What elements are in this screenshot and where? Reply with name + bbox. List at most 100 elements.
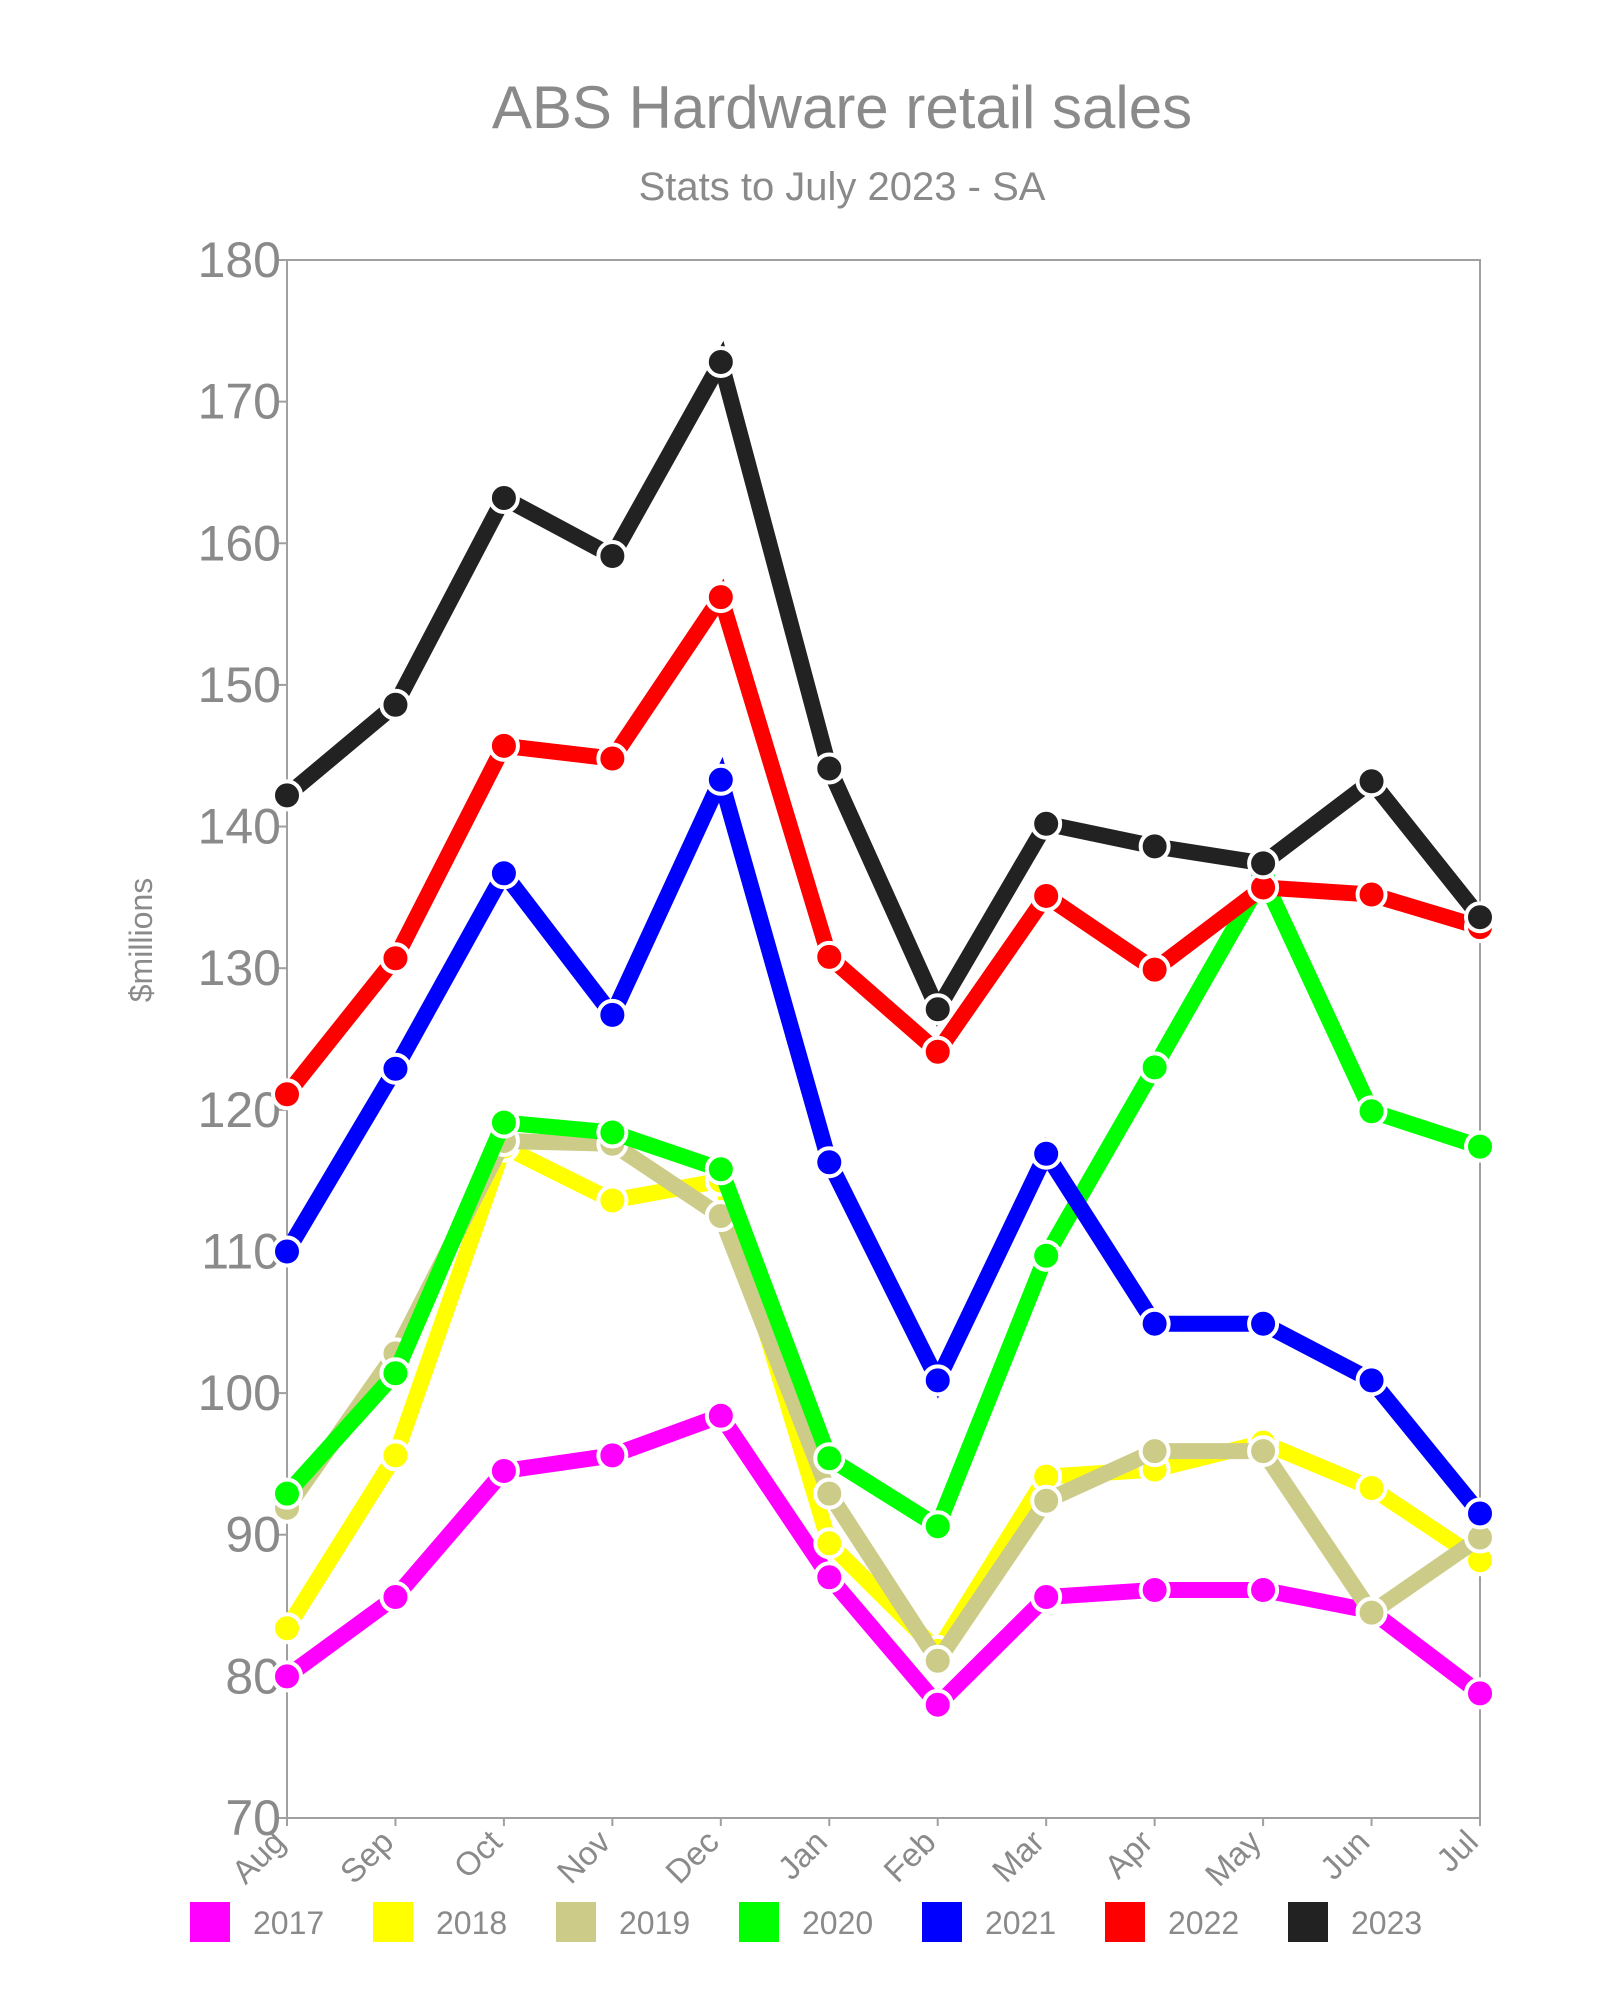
data-point bbox=[813, 752, 846, 785]
legend-label: 2023 bbox=[1351, 1905, 1422, 1941]
data-point bbox=[704, 763, 737, 796]
series-line bbox=[280, 756, 1487, 1519]
legend-item-2020: 2020 bbox=[739, 1902, 873, 1942]
legend-label: 2022 bbox=[1168, 1905, 1239, 1941]
legend-swatch bbox=[373, 1902, 413, 1942]
x-axis: Aug Sep Oct Nov Dec Jan Feb Mar Apr May Jun Jul bbox=[224, 1818, 1485, 1893]
data-point bbox=[921, 1035, 954, 1068]
x-tick-label: Mar bbox=[985, 1823, 1051, 1889]
legend-item-2022: 2022 bbox=[1105, 1902, 1239, 1942]
legend-label: 2021 bbox=[985, 1905, 1056, 1941]
data-point bbox=[1030, 807, 1063, 840]
y-tick-label: 120 bbox=[198, 1082, 281, 1138]
x-tick-label: Jan bbox=[770, 1823, 834, 1887]
legend-item-2018: 2018 bbox=[373, 1902, 507, 1942]
data-point bbox=[379, 688, 412, 721]
legend-item-2019: 2019 bbox=[556, 1902, 690, 1942]
data-point bbox=[813, 1442, 846, 1475]
legend-swatch bbox=[739, 1902, 779, 1942]
data-point bbox=[1030, 1137, 1063, 1170]
data-point bbox=[704, 581, 737, 614]
series-line bbox=[282, 1406, 1485, 1717]
data-point bbox=[271, 1235, 303, 1268]
y-tick-label: 170 bbox=[198, 374, 281, 430]
data-point bbox=[1355, 1364, 1388, 1397]
legend: 2017 2018 2019 2020 2021 2022 2023 bbox=[190, 1902, 1422, 1942]
data-point bbox=[1030, 1484, 1063, 1517]
series-line bbox=[281, 340, 1487, 1027]
legend-swatch bbox=[190, 1902, 230, 1942]
data-point bbox=[1247, 847, 1280, 880]
x-tick-label: Jul bbox=[1429, 1823, 1485, 1879]
legend-label: 2018 bbox=[436, 1905, 507, 1941]
data-point bbox=[1355, 765, 1388, 798]
data-point bbox=[1138, 1435, 1171, 1468]
x-tick-label: Dec bbox=[658, 1823, 726, 1891]
y-tick-label: 150 bbox=[198, 657, 281, 713]
legend-label: 2017 bbox=[253, 1905, 324, 1941]
chart-subtitle: Stats to July 2023 - SA bbox=[639, 165, 1046, 209]
data-point bbox=[596, 998, 629, 1031]
y-tick-label: 130 bbox=[198, 940, 281, 996]
data-point bbox=[271, 779, 303, 812]
legend-label: 2020 bbox=[802, 1905, 873, 1941]
data-point bbox=[813, 1146, 846, 1179]
data-point bbox=[596, 742, 629, 775]
data-point bbox=[379, 1439, 412, 1472]
data-point bbox=[1138, 1307, 1171, 1340]
data-point bbox=[487, 481, 520, 514]
x-tick-label: Jun bbox=[1313, 1823, 1377, 1887]
data-point bbox=[921, 1510, 954, 1543]
data-point bbox=[1138, 1051, 1171, 1084]
x-tick-label: Apr bbox=[1097, 1823, 1159, 1885]
data-point bbox=[596, 1439, 629, 1472]
data-point bbox=[1464, 1677, 1496, 1710]
data-point bbox=[1355, 878, 1388, 911]
y-tick-label: 140 bbox=[198, 799, 281, 855]
series-layer bbox=[271, 340, 1496, 1721]
series-2023 bbox=[271, 340, 1496, 1027]
data-point bbox=[813, 1561, 846, 1594]
data-point bbox=[704, 345, 737, 378]
data-point bbox=[1030, 1581, 1063, 1614]
data-point bbox=[921, 1688, 954, 1721]
legend-swatch bbox=[1105, 1902, 1145, 1942]
series-2021 bbox=[271, 756, 1496, 1530]
y-tick-label: 70 bbox=[225, 1790, 281, 1846]
data-point bbox=[1464, 1130, 1496, 1163]
data-point bbox=[596, 540, 629, 573]
legend-item-2017: 2017 bbox=[190, 1902, 324, 1942]
chart-title: ABS Hardware retail sales bbox=[492, 74, 1192, 141]
series-line bbox=[280, 578, 1483, 1100]
series-2022 bbox=[271, 578, 1496, 1111]
data-point bbox=[704, 1153, 737, 1186]
plot-area bbox=[286, 259, 1481, 1819]
x-tick-label: Oct bbox=[446, 1823, 508, 1885]
data-point bbox=[271, 1660, 303, 1693]
data-point bbox=[1355, 1471, 1388, 1504]
data-point bbox=[1355, 1095, 1388, 1128]
data-point bbox=[1247, 1573, 1280, 1606]
x-tick-label: Nov bbox=[550, 1822, 618, 1890]
data-point bbox=[271, 1477, 303, 1510]
legend-swatch bbox=[922, 1902, 962, 1942]
legend-item-2023: 2023 bbox=[1288, 1902, 1422, 1942]
data-point bbox=[921, 1364, 954, 1397]
data-point bbox=[487, 1454, 520, 1487]
y-axis-label: $millions bbox=[123, 878, 159, 1002]
data-point bbox=[487, 857, 520, 890]
data-point bbox=[379, 1357, 412, 1390]
data-point bbox=[1138, 830, 1171, 863]
y-tick-label: 180 bbox=[198, 232, 281, 288]
data-point bbox=[487, 729, 520, 762]
data-point bbox=[1247, 1435, 1280, 1468]
legend-item-2021: 2021 bbox=[922, 1902, 1056, 1942]
data-point bbox=[487, 1106, 520, 1139]
y-tick-label: 90 bbox=[225, 1507, 281, 1563]
y-tick-label: 160 bbox=[198, 515, 281, 571]
legend-swatch bbox=[1288, 1902, 1328, 1942]
data-point bbox=[1030, 879, 1063, 912]
